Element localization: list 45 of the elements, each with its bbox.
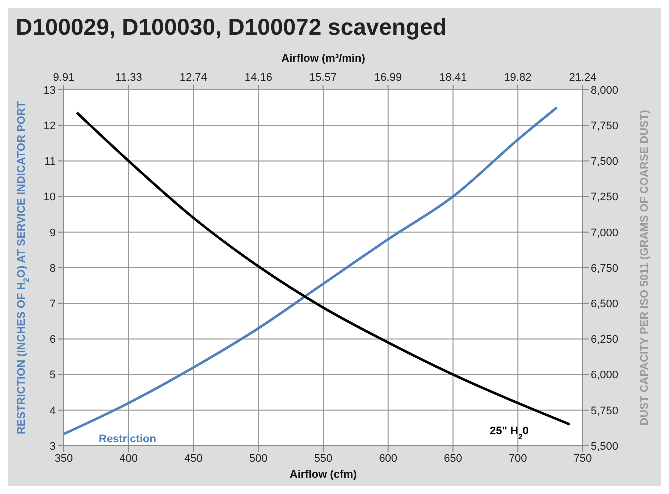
y2-tick-label: 6,000: [591, 370, 619, 382]
y-tick-label: 4: [50, 405, 56, 418]
y2-tick-label: 6,750: [591, 262, 619, 275]
x-axis-title: Airflow (cfm): [290, 469, 358, 481]
x2-tick-label: 19.82: [504, 72, 532, 84]
y-tick-label: 6: [50, 334, 56, 346]
series-label: 25" H$_{2}$0: [490, 426, 529, 442]
y2-tick-label: 6,250: [591, 334, 619, 346]
x-tick-label: 400: [120, 452, 138, 465]
x2-tick-label: 16.99: [374, 72, 402, 84]
x-tick-label: 750: [574, 452, 592, 465]
y2-tick-label: 7,500: [591, 156, 619, 168]
y2-tick-label: 7,250: [591, 192, 619, 204]
y-tick-label: 13: [44, 84, 56, 97]
x2-tick-label: 9.91: [53, 72, 75, 84]
y-tick-label: 9: [50, 227, 56, 240]
x2-tick-label: 18.41: [440, 72, 468, 84]
x-tick-label: 550: [314, 452, 333, 465]
y-tick-label: 11: [44, 156, 56, 168]
y2-tick-label: 8,000: [591, 84, 619, 97]
y-tick-label: 7: [50, 298, 56, 311]
y-tick-label: 3: [50, 440, 56, 453]
x-tick-label: 450: [184, 452, 203, 465]
x-tick-label: 700: [508, 452, 528, 465]
x2-tick-label: 21.24: [569, 72, 597, 84]
x-tick-label: 600: [379, 452, 398, 465]
y-tick-label: 10: [44, 192, 56, 204]
x2-tick-label: 12.74: [180, 72, 208, 84]
x2-tick-label: 15.57: [310, 72, 338, 84]
chart-title: D100029, D100030, D100072 scavenged: [15, 13, 448, 42]
x2-tick-label: 14.16: [244, 72, 272, 84]
y2-tick-label: 7,000: [591, 227, 619, 240]
y2-tick-label: 7,750: [591, 120, 619, 133]
x-tick-label: 350: [54, 452, 74, 465]
y-tick-label: 12: [44, 120, 56, 133]
x2-axis-title: Airflow (m³/min): [282, 53, 366, 65]
y2-tick-label: 5,750: [591, 405, 619, 418]
y2-axis-title: DUST CAPACITY PER ISO 5011 (GRAMS OF COARSE DUST): [639, 110, 651, 426]
y-tick-label: 8: [50, 262, 56, 275]
y2-tick-label: 6,500: [591, 298, 619, 311]
x-tick-label: 650: [444, 452, 462, 465]
y-tick-label: 5: [50, 370, 56, 382]
x2-tick-label: 11.33: [116, 72, 142, 84]
x-tick-label: 500: [249, 452, 268, 465]
y2-tick-label: 5,500: [591, 440, 619, 453]
